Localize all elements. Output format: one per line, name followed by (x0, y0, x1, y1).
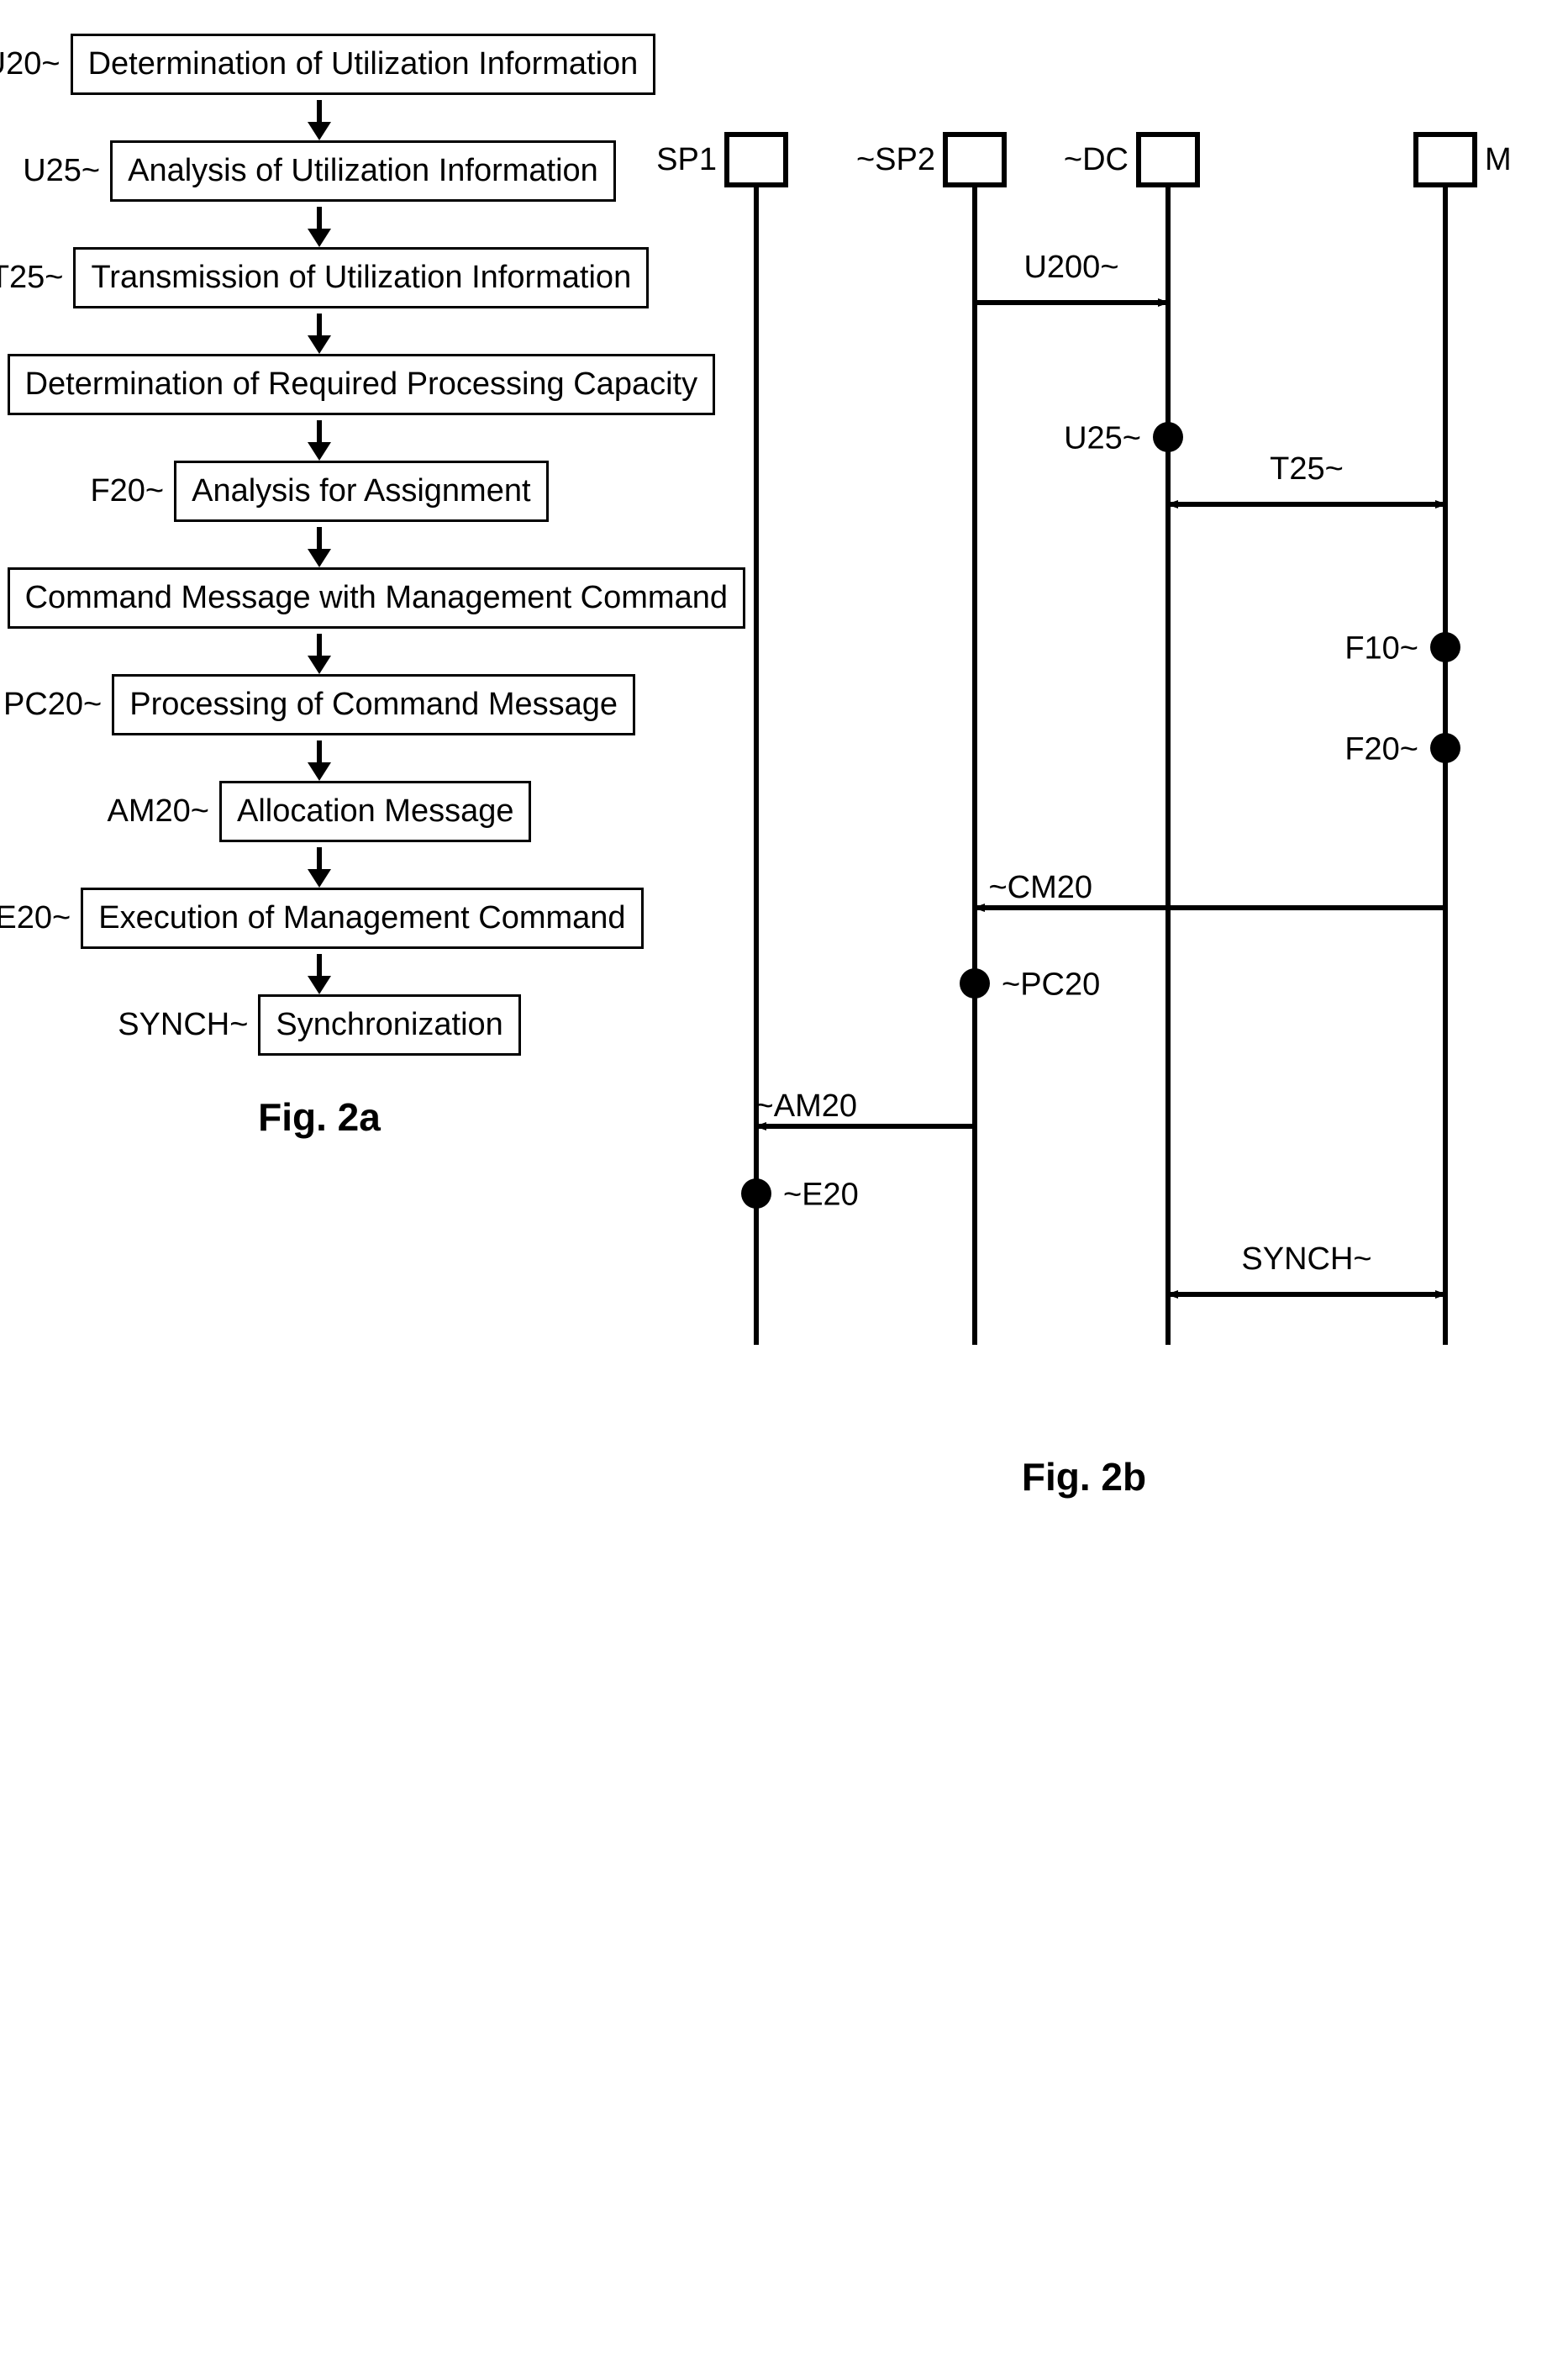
message-label: ~AM20 (755, 1088, 857, 1124)
flow-step-box: Determination of Utilization Information (71, 34, 656, 95)
flow-step-u25: U25~ Analysis of Utilization Information (23, 140, 616, 202)
event-label: U25~ (1064, 420, 1141, 456)
flowchart: U20~Determination of Utilization Informa… (34, 34, 605, 1061)
event-label: ~E20 (783, 1177, 859, 1212)
flow-step-f10: F10~Determination of Required Processing… (0, 354, 715, 415)
sequence-diagram: ~SP1 ~SP2 ~DC MC~ U200~ T25~ SYNCH~ ~CM20 ~AM20 U… (655, 34, 1513, 1420)
lifeline-head-dc (1139, 134, 1197, 185)
event-dot-u25 (1153, 422, 1183, 452)
flow-arrow-down-icon (303, 740, 336, 781)
message-label: ~CM20 (988, 870, 1092, 905)
flow-step-label: T25~ (0, 260, 63, 296)
flow-step-box: Synchronization (258, 994, 520, 1056)
flow-step-cm20: CM20~Command Message with Management Com… (0, 567, 745, 629)
flow-step-box: Command Message with Management Command (8, 567, 745, 629)
flow-step-label: PC20~ (3, 687, 102, 723)
flow-arrow-down-icon (303, 314, 336, 354)
message-label: T25~ (1270, 451, 1344, 487)
lifeline-head-sp2 (945, 134, 1004, 185)
flow-step-f20: F20~ Analysis for Assignment (90, 461, 548, 522)
lifeline-label: ~DC (1064, 142, 1129, 177)
event-dot-f10 (1430, 632, 1460, 662)
flow-step-box: Processing of Command Message (112, 674, 635, 735)
flow-step-u20: U20~ Determination of Utilization Informa… (0, 34, 655, 95)
event-label: F10~ (1344, 630, 1418, 666)
flow-arrow-down-icon (303, 634, 336, 674)
flow-step-label: E20~ (0, 900, 71, 936)
lifeline-label: ~SP2 (856, 142, 935, 177)
event-label: F20~ (1344, 731, 1418, 767)
flow-step-box: Analysis for Assignment (174, 461, 548, 522)
figure-2b: ~SP1 ~SP2 ~DC MC~ U200~ T25~ SYNCH~ ~CM20 ~AM20 U… (655, 34, 1513, 1499)
message-label: U200~ (1023, 250, 1118, 285)
flow-arrow-down-icon (303, 207, 336, 247)
flow-step-label: U20~ (0, 46, 61, 82)
figure-2b-caption: Fig. 2b (655, 1454, 1513, 1499)
flow-arrow-down-icon (303, 420, 336, 461)
flow-step-label: U25~ (23, 153, 100, 189)
flow-arrow-down-icon (303, 527, 336, 567)
flow-step-synch: SYNCH~ Synchronization (118, 994, 521, 1056)
flow-step-box: Determination of Required Processing Cap… (8, 354, 716, 415)
message-label: SYNCH~ (1241, 1241, 1371, 1277)
lifeline-label: MC~ (1485, 142, 1513, 177)
flow-step-box: Execution of Management Command (81, 888, 643, 949)
lifeline-head-mc (1416, 134, 1475, 185)
event-dot-e20 (741, 1178, 771, 1209)
flow-step-label: SYNCH~ (118, 1007, 248, 1043)
page: U20~Determination of Utilization Informa… (34, 34, 1529, 1499)
flow-arrow-down-icon (303, 847, 336, 888)
flow-step-am20: AM20~ Allocation Message (108, 781, 532, 842)
flow-step-e20: E20~ Execution of Management Command (0, 888, 644, 949)
flow-arrow-down-icon (303, 100, 336, 140)
flow-step-t25: T25~ Transmission of Utilization Informat… (0, 247, 649, 308)
figure-2a-caption: Fig. 2a (34, 1094, 605, 1140)
flow-step-pc20: PC20~ Processing of Command Message (3, 674, 635, 735)
figure-2a: U20~Determination of Utilization Informa… (34, 34, 605, 1499)
lifeline-label: ~SP1 (655, 142, 717, 177)
flow-step-label: F20~ (90, 473, 164, 509)
flow-step-label: AM20~ (108, 793, 209, 830)
event-label: ~PC20 (1002, 967, 1100, 1002)
flow-step-box: Analysis of Utilization Information (110, 140, 616, 202)
lifeline-head-sp1 (727, 134, 786, 185)
flow-arrow-down-icon (303, 954, 336, 994)
flow-step-box: Allocation Message (219, 781, 532, 842)
flow-step-box: Transmission of Utilization Information (73, 247, 649, 308)
